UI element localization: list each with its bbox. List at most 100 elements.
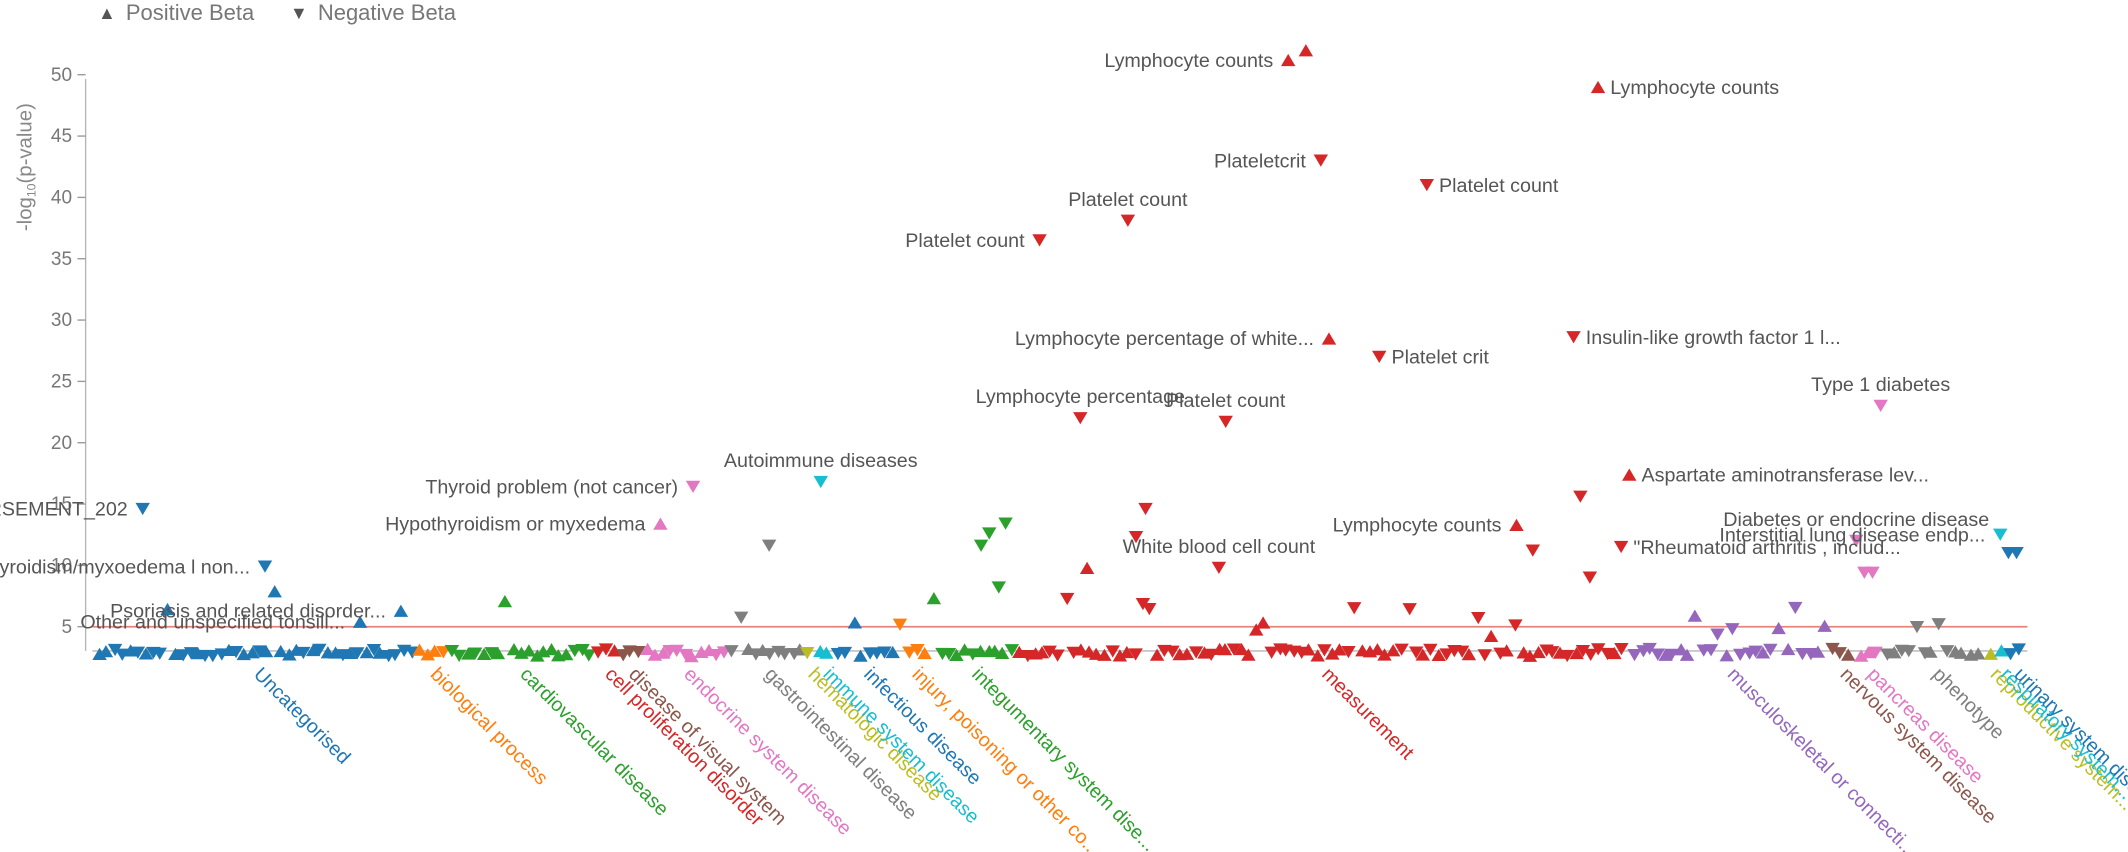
- point-negative-beta: [1600, 647, 1615, 661]
- point-positive-beta: [372, 646, 387, 659]
- legend-positive: ▲ Positive Beta: [98, 0, 254, 26]
- point-negative-beta: [1583, 648, 1598, 661]
- point-positive-beta: [245, 646, 260, 659]
- point-negative-beta: [467, 647, 483, 660]
- point-negative-beta: [1525, 544, 1541, 557]
- point-positive-beta: [305, 643, 321, 657]
- point-negative-beta: [1566, 331, 1581, 344]
- point-positive-beta: [221, 643, 237, 657]
- point-negative-beta: [762, 648, 777, 661]
- point-positive-beta: [461, 647, 476, 660]
- point-positive-beta: [1861, 646, 1876, 659]
- point-positive-beta: [1234, 642, 1249, 656]
- point-negative-beta: [296, 646, 311, 660]
- point-positive-beta: [1841, 648, 1856, 661]
- point-negative-beta: [252, 645, 267, 658]
- point-negative-beta: [973, 539, 989, 552]
- point-negative-beta: [1832, 647, 1847, 660]
- point-negative-beta: [1120, 214, 1136, 227]
- point-negative-beta: [1408, 646, 1424, 659]
- point-negative-beta: [761, 539, 777, 552]
- point-negative-beta: [724, 645, 739, 658]
- point-positive-beta: [656, 646, 671, 659]
- point-positive-beta: [1415, 648, 1430, 661]
- point-label: Insulin-like growth factor 1 l...: [1586, 327, 1841, 349]
- point-positive-beta: [949, 648, 964, 662]
- point-negative-beta: [1544, 646, 1560, 659]
- point-positive-beta: [1385, 644, 1401, 657]
- point-positive-beta: [994, 646, 1010, 659]
- y-tick-label: 10: [51, 555, 72, 576]
- point-negative-beta: [1993, 528, 2008, 541]
- y-tick-label: 40: [51, 188, 72, 209]
- point-negative-beta: [436, 646, 451, 659]
- point-label: Platelet count: [905, 230, 1025, 252]
- category-label: measurement: [1317, 663, 1418, 764]
- triangle-down-icon: ▼: [290, 2, 308, 23]
- point-label: Hypothyroidism or myxedema: [385, 513, 645, 535]
- point-negative-beta: [1226, 643, 1242, 656]
- point-negative-beta: [1341, 646, 1356, 659]
- point-negative-beta: [877, 646, 892, 659]
- point-positive-beta: [1097, 648, 1112, 661]
- point-label: Interstitial lung disease endp...: [1719, 525, 1985, 547]
- point-negative-beta: [1032, 234, 1047, 247]
- point-negative-beta: [312, 643, 327, 656]
- point-negative-beta: [1748, 645, 1763, 658]
- point-label: KELA_REIMBURSEMENT_202: [0, 499, 128, 521]
- point-negative-beta: [366, 643, 382, 657]
- point-negative-beta: [1788, 601, 1803, 615]
- point-positive-beta: [420, 648, 435, 661]
- point-positive-beta: [168, 647, 183, 660]
- point-negative-beta: [1642, 642, 1657, 656]
- point-positive-beta: [1217, 642, 1233, 656]
- point-positive-beta: [1719, 649, 1734, 662]
- point-label: White blood cell count: [1123, 536, 1316, 558]
- point-negative-beta: [205, 649, 220, 663]
- point-negative-beta: [135, 502, 150, 516]
- point-positive-beta: [273, 644, 288, 658]
- point-negative-beta: [1575, 645, 1591, 658]
- point-negative-beta: [777, 648, 792, 661]
- point-positive-beta: [926, 592, 942, 605]
- point-negative-beta: [678, 648, 694, 662]
- point-positive-beta: [1970, 647, 1986, 660]
- point-positive-beta: [917, 646, 932, 660]
- point-negative-beta: [1573, 490, 1588, 503]
- point-negative-beta: [1211, 561, 1227, 574]
- point-positive-beta: [1325, 647, 1340, 660]
- point-positive-beta: [1119, 645, 1135, 659]
- point-negative-beta: [1582, 571, 1598, 584]
- point-label: Other and unspecified tonsill...: [80, 612, 345, 634]
- point-positive-beta: [342, 646, 358, 659]
- point-negative-beta: [910, 643, 925, 657]
- point-negative-beta: [1803, 647, 1819, 661]
- point-label: Plateletcrit: [1214, 150, 1306, 172]
- point-negative-beta: [902, 646, 917, 659]
- point-negative-beta: [598, 643, 614, 656]
- point-positive-beta: [607, 644, 622, 657]
- point-negative-beta: [982, 527, 997, 540]
- point-positive-beta: [1431, 648, 1446, 662]
- point-negative-beta: [1439, 648, 1454, 661]
- point-positive-beta: [160, 602, 175, 616]
- point-positive-beta: [1509, 518, 1524, 532]
- point-negative-beta: [2003, 648, 2018, 661]
- point-negative-beta: [1880, 648, 1895, 661]
- legend-positive-label: Positive Beta: [125, 0, 255, 25]
- point-negative-beta: [1317, 644, 1332, 657]
- point-positive-beta: [1073, 643, 1089, 656]
- point-positive-beta: [1673, 643, 1689, 656]
- point-negative-beta: [1650, 648, 1665, 661]
- point-label: Lymphocyte percentage: [976, 386, 1185, 408]
- point-positive-beta: [1780, 642, 1796, 656]
- point-negative-beta: [175, 649, 191, 662]
- point-negative-beta: [1591, 643, 1606, 656]
- point-positive-beta: [1461, 648, 1477, 661]
- point-label: Platelet count: [1166, 390, 1286, 412]
- point-negative-beta: [1471, 612, 1486, 625]
- point-positive-beta: [1983, 647, 1998, 660]
- point-positive-beta: [1310, 649, 1325, 662]
- point-positive-beta: [328, 646, 343, 659]
- point-positive-beta: [1755, 646, 1771, 659]
